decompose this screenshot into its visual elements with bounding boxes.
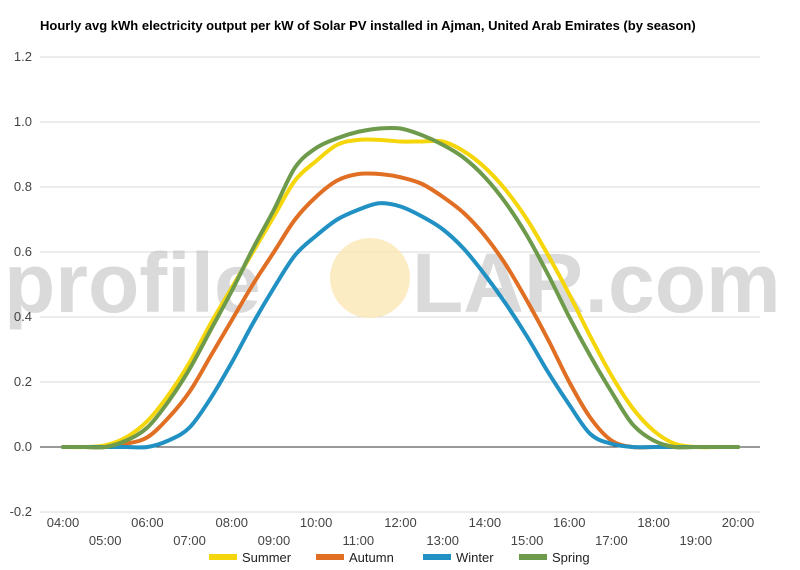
legend-swatch-autumn xyxy=(316,554,344,560)
watermark: profile LAR.com xyxy=(4,236,781,330)
x-tick-label: 18:00 xyxy=(637,515,670,530)
x-tick-label: 16:00 xyxy=(553,515,586,530)
x-tick-label: 13:00 xyxy=(426,533,459,548)
legend-swatch-winter xyxy=(423,554,451,560)
chart-title: Hourly avg kWh electricity output per kW… xyxy=(40,18,696,33)
legend-label-summer: Summer xyxy=(242,550,292,565)
x-tick-label: 15:00 xyxy=(511,533,544,548)
legend-label-spring: Spring xyxy=(552,550,590,565)
legend-swatch-summer xyxy=(209,554,237,560)
watermark-text-left: profile xyxy=(4,236,261,330)
x-tick-label: 17:00 xyxy=(595,533,628,548)
watermark-text-right: LAR.com xyxy=(412,236,781,330)
y-tick-label: 0.4 xyxy=(14,309,32,324)
series-line-summer xyxy=(61,137,740,450)
sun-logo-icon xyxy=(330,238,410,318)
y-tick-label: -0.2 xyxy=(10,504,32,519)
x-tick-label: 06:00 xyxy=(131,515,164,530)
x-tick-label: 08:00 xyxy=(215,515,248,530)
x-tick-label: 12:00 xyxy=(384,515,417,530)
series-line-winter xyxy=(61,201,740,450)
x-tick-label: 20:00 xyxy=(722,515,755,530)
x-tick-label: 14:00 xyxy=(469,515,502,530)
x-tick-label: 09:00 xyxy=(258,533,291,548)
y-axis-ticks: -0.2 0.0 0.2 0.4 0.6 0.8 1.0 1.2 xyxy=(10,49,32,519)
series-lines xyxy=(61,125,740,450)
y-tick-label: 0.0 xyxy=(14,439,32,454)
x-axis-ticks: 04:00 06:00 08:00 10:00 12:00 14:00 16:00 18:00… xyxy=(47,515,755,548)
legend-label-autumn: Autumn xyxy=(349,550,394,565)
x-tick-label: 04:00 xyxy=(47,515,80,530)
x-tick-label: 05:00 xyxy=(89,533,122,548)
x-tick-label: 10:00 xyxy=(300,515,333,530)
x-tick-label: 07:00 xyxy=(173,533,206,548)
y-tick-label: 1.0 xyxy=(14,114,32,129)
series-line-spring xyxy=(61,125,740,450)
y-tick-label: 1.2 xyxy=(14,49,32,64)
legend-label-winter: Winter xyxy=(456,550,494,565)
y-tick-label: 0.2 xyxy=(14,374,32,389)
legend-swatch-spring xyxy=(519,554,547,560)
y-tick-label: 0.8 xyxy=(14,179,32,194)
y-tick-label: 0.6 xyxy=(14,244,32,259)
x-tick-label: 19:00 xyxy=(680,533,713,548)
x-tick-label: 11:00 xyxy=(343,533,375,548)
legend: Summer Autumn Winter Spring xyxy=(209,550,590,565)
